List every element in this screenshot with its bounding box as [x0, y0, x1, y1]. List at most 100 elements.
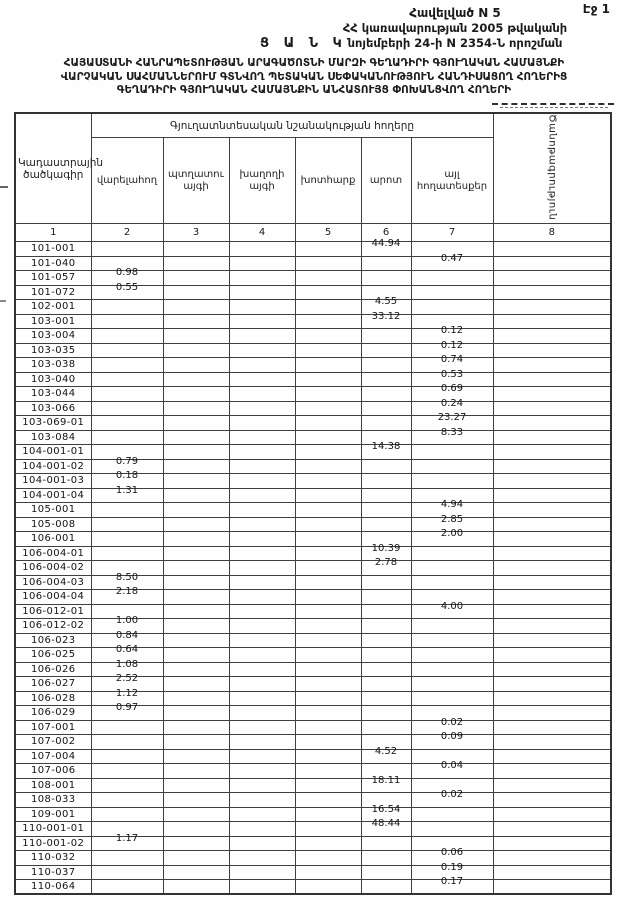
- area-value-text: 2.78: [374, 557, 398, 569]
- cell-vineyard: [228, 647, 296, 663]
- cell-other-lands: [410, 690, 494, 707]
- cell-vineyard: [228, 719, 296, 736]
- cell-note: [492, 531, 612, 547]
- area-value-text: 1.08: [115, 658, 139, 670]
- cell-arable: [90, 545, 164, 562]
- cell-arable: [90, 328, 164, 344]
- cell-hayfield: [294, 255, 362, 272]
- cadastral-code-text: 106-026: [30, 663, 76, 675]
- cadastral-code-text: 106-004-01: [22, 547, 85, 559]
- cadastral-code-text: 104-001-02: [22, 460, 85, 472]
- cell-cadastral-code: 104-001-04: [14, 487, 92, 504]
- cadastral-code-text: 101-040: [30, 257, 76, 269]
- cell-note: [492, 357, 612, 373]
- cell-note: [492, 705, 612, 721]
- cell-vineyard: [228, 560, 296, 576]
- cell-other-lands: [410, 458, 494, 475]
- cell-cadastral-code: 107-001: [14, 719, 92, 736]
- area-value-text: 0.02: [440, 789, 464, 801]
- cadastral-code-text: 102-001: [30, 301, 76, 313]
- cell-arable: [90, 357, 164, 373]
- cell-pasture: [360, 661, 412, 678]
- cell-arable: [90, 719, 164, 736]
- cell-note: [492, 748, 612, 765]
- cell-pasture: 2.78: [360, 557, 412, 576]
- cell-hayfield: [294, 806, 362, 823]
- cell-orchard: [162, 328, 230, 344]
- scan-artifact-mark: [0, 186, 8, 188]
- cell-orchard: [162, 386, 230, 402]
- cell-other-lands: 8.33: [410, 427, 494, 446]
- area-value-text: 0.19: [440, 861, 464, 873]
- cell-orchard: [162, 690, 230, 707]
- cell-vineyard: [228, 734, 296, 750]
- cadastral-code-text: 101-072: [30, 286, 76, 298]
- cell-orchard: [162, 661, 230, 678]
- area-value-text: 4.94: [440, 499, 464, 511]
- table-row: 106-012-02 1.00: [14, 616, 612, 634]
- cell-cadastral-code: 103-044: [14, 386, 92, 402]
- table-row: 103-038 0.74: [14, 355, 612, 373]
- cell-hayfield: [294, 328, 362, 344]
- cell-other-lands: [410, 284, 494, 301]
- cell-pasture: [360, 647, 412, 663]
- cell-note: [492, 516, 612, 533]
- cell-note: [492, 255, 612, 272]
- cell-vineyard: [228, 342, 296, 359]
- table-row: 107-006 0.04: [14, 761, 612, 779]
- cell-orchard: [162, 806, 230, 823]
- government-decision-line1: ՀՀ կառավարության 2005 թվականի: [342, 21, 568, 36]
- cadastral-code-text: 110-032: [30, 852, 76, 864]
- cell-orchard: [162, 705, 230, 721]
- cell-orchard: [162, 444, 230, 460]
- cell-other-lands: [410, 444, 494, 460]
- cell-pasture: [360, 864, 412, 881]
- cell-hayfield: [294, 661, 362, 678]
- scan-artifact-line: [500, 107, 608, 108]
- cell-pasture: 18.11: [360, 775, 412, 794]
- cell-note: [492, 574, 612, 591]
- cell-other-lands: [410, 560, 494, 576]
- cadastral-code-text: 103-035: [30, 344, 76, 356]
- government-decision-line2: նոյեմբերի 24-ի N 2354-Ն որոշման: [347, 35, 563, 50]
- table-row: 106-004-02 2.78: [14, 557, 612, 576]
- area-value-text: 0.98: [115, 267, 139, 279]
- cell-vineyard: [228, 429, 296, 446]
- table-row: 106-004-04 2.18: [14, 587, 612, 605]
- area-value-text: 0.55: [115, 281, 139, 293]
- cell-orchard: [162, 313, 230, 330]
- column-header-note: Ծանոթագրություն: [492, 112, 612, 225]
- table-row: 103-001 33.12: [14, 311, 612, 330]
- cell-vineyard: [228, 864, 296, 881]
- cell-hayfield: [294, 734, 362, 750]
- cell-hayfield: [294, 777, 362, 794]
- cell-cadastral-code: 102-001: [14, 299, 92, 315]
- cell-orchard: [162, 734, 230, 750]
- cell-cadastral-code: 103-066: [14, 400, 92, 417]
- cadastral-code-text: 107-001: [30, 721, 76, 733]
- cell-pasture: [360, 342, 412, 359]
- cell-arable: [90, 879, 164, 895]
- cell-orchard: [162, 516, 230, 533]
- area-value-text: 2.85: [440, 513, 464, 525]
- cell-vineyard: [228, 516, 296, 533]
- cell-other-lands: [410, 618, 494, 634]
- cell-cadastral-code: 101-072: [14, 284, 92, 301]
- area-value-text: 4.55: [374, 296, 398, 308]
- cell-note: [492, 879, 612, 895]
- cell-note: [492, 618, 612, 634]
- cell-note: [492, 473, 612, 489]
- cell-orchard: [162, 589, 230, 605]
- cell-cadastral-code: 103-001: [14, 313, 92, 330]
- cell-hayfield: [294, 647, 362, 663]
- area-value-text: 0.02: [440, 716, 464, 728]
- cell-note: [492, 284, 612, 301]
- cell-cadastral-code: 101-040: [14, 255, 92, 272]
- cell-vineyard: [228, 763, 296, 779]
- cell-other-lands: [410, 270, 494, 286]
- cell-orchard: [162, 879, 230, 895]
- cell-hayfield: [294, 560, 362, 576]
- cell-vineyard: [228, 777, 296, 794]
- area-value-text: 0.69: [440, 383, 464, 395]
- cadastral-code-text: 107-004: [30, 750, 76, 762]
